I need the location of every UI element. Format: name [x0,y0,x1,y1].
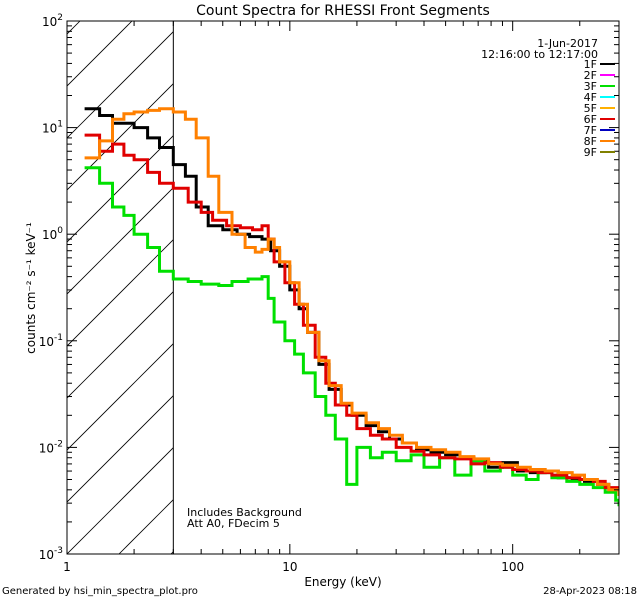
y-tick-exponent: -1 [54,333,63,343]
footer-generated-by: Generated by hsi_min_spectra_plot.pro [2,586,198,597]
y-tick-exponent: 2 [57,13,63,23]
chart-title: Count Spectra for RHESSI Front Segments [196,3,490,19]
y-tick-label: 10-2 [39,439,63,455]
y-tick-label: 10-3 [39,546,63,562]
series-layer [84,107,619,507]
legend-label-7F: 7F [584,124,597,137]
x-axis-label: Energy (keV) [304,575,381,589]
y-tick-base: 10 [39,335,54,349]
series-6F-line [84,133,619,493]
series-3F-line [84,166,619,507]
legend-label-5F: 5F [584,102,597,115]
y-axis-label: counts cm⁻² s⁻¹ keV⁻¹ [24,222,38,354]
x-tick-label: 10 [282,560,297,574]
annotation-includes-background: Includes Background [187,506,302,519]
y-tick-label: 101 [42,120,63,136]
x-tick-label: 1 [63,560,71,574]
y-tick-exponent: -3 [54,546,63,556]
y-tick-base: 10 [42,122,57,136]
legend-time-range: 12:16:00 to 12:17:00 [481,48,598,61]
legend-label-2F: 2F [584,69,597,82]
footer-date: 28-Apr-2023 08:18 [543,586,637,597]
legend-label-4F: 4F [584,91,597,104]
hatch-line [67,187,174,295]
y-tick-exponent: 0 [57,226,63,236]
y-tick-exponent: 1 [57,120,63,130]
y-tick-base: 10 [42,15,57,29]
y-tick-base: 10 [39,548,54,562]
legend-label-6F: 6F [584,113,597,126]
legend-label-8F: 8F [584,135,597,148]
hatch-line [67,239,174,347]
annotation-attenuator-state: Att A0, FDecim 5 [187,517,280,530]
legend-date: 1-Jun-2017 [537,37,598,50]
hatch-line [67,447,174,554]
y-tick-base: 10 [42,228,57,242]
y-tick-exponent: -2 [54,439,63,449]
legend: 1-Jun-2017 12:16:00 to 12:17:00 1F2F3F4F… [481,37,615,159]
legend-label-1F: 1F [584,58,597,71]
y-tick-label: 10-1 [39,333,63,349]
y-tick-label: 102 [42,13,63,29]
plot-frame [66,20,620,555]
legend-label-9F: 9F [584,146,597,159]
y-tick-base: 10 [39,441,54,455]
hatch-line [67,395,174,503]
y-tick-label: 100 [42,226,63,242]
legend-label-3F: 3F [584,80,597,93]
x-tick-label: 100 [501,560,524,574]
series-8F-line [84,107,619,496]
